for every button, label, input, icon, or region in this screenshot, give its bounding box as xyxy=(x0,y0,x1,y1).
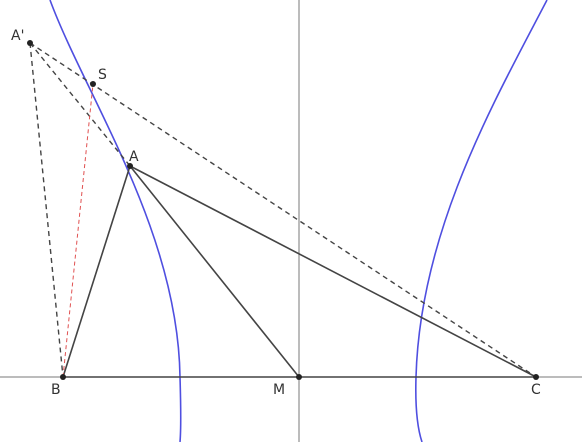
point-S xyxy=(90,81,96,87)
label-A: A xyxy=(129,149,139,165)
segment-AC xyxy=(129,165,537,378)
label-M: M xyxy=(273,382,285,398)
hyperbola-left-branch xyxy=(49,0,182,443)
dashed-B-S-red xyxy=(62,83,94,378)
label-A-prime: A' xyxy=(11,28,24,44)
label-S: S xyxy=(98,67,107,83)
segment-AB xyxy=(62,165,131,378)
point-B xyxy=(60,374,66,380)
dashed-Aprime-B xyxy=(29,42,64,378)
label-B: B xyxy=(51,382,61,398)
hyperbola-right-branch xyxy=(415,0,548,443)
dashed-Aprime-A xyxy=(29,42,131,167)
point-C xyxy=(533,374,539,380)
point-A xyxy=(127,163,133,169)
point-A-prime xyxy=(27,40,33,46)
label-C: C xyxy=(531,382,541,398)
point-M xyxy=(296,374,302,380)
dashed-Aprime-C xyxy=(29,42,537,378)
segment-AM xyxy=(129,165,300,378)
